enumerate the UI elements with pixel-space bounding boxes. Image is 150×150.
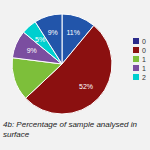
- svg-text:11%: 11%: [66, 29, 80, 36]
- html-text:4b: Percentage of sample analy: 4b: Percentage of sample analysed in sur…: [3, 120, 137, 139]
- html-text:0: 0: [142, 46, 146, 54]
- svg-text:9%: 9%: [27, 47, 37, 54]
- svg-text:5%: 5%: [35, 36, 45, 43]
- svg-text:52%: 52%: [79, 83, 93, 90]
- html-text:0: 0: [142, 37, 146, 45]
- svg-text:9%: 9%: [48, 29, 58, 36]
- html-text:1: 1: [142, 64, 146, 72]
- html-text:1: 1: [142, 55, 146, 63]
- html-text:2: 2: [142, 73, 146, 81]
